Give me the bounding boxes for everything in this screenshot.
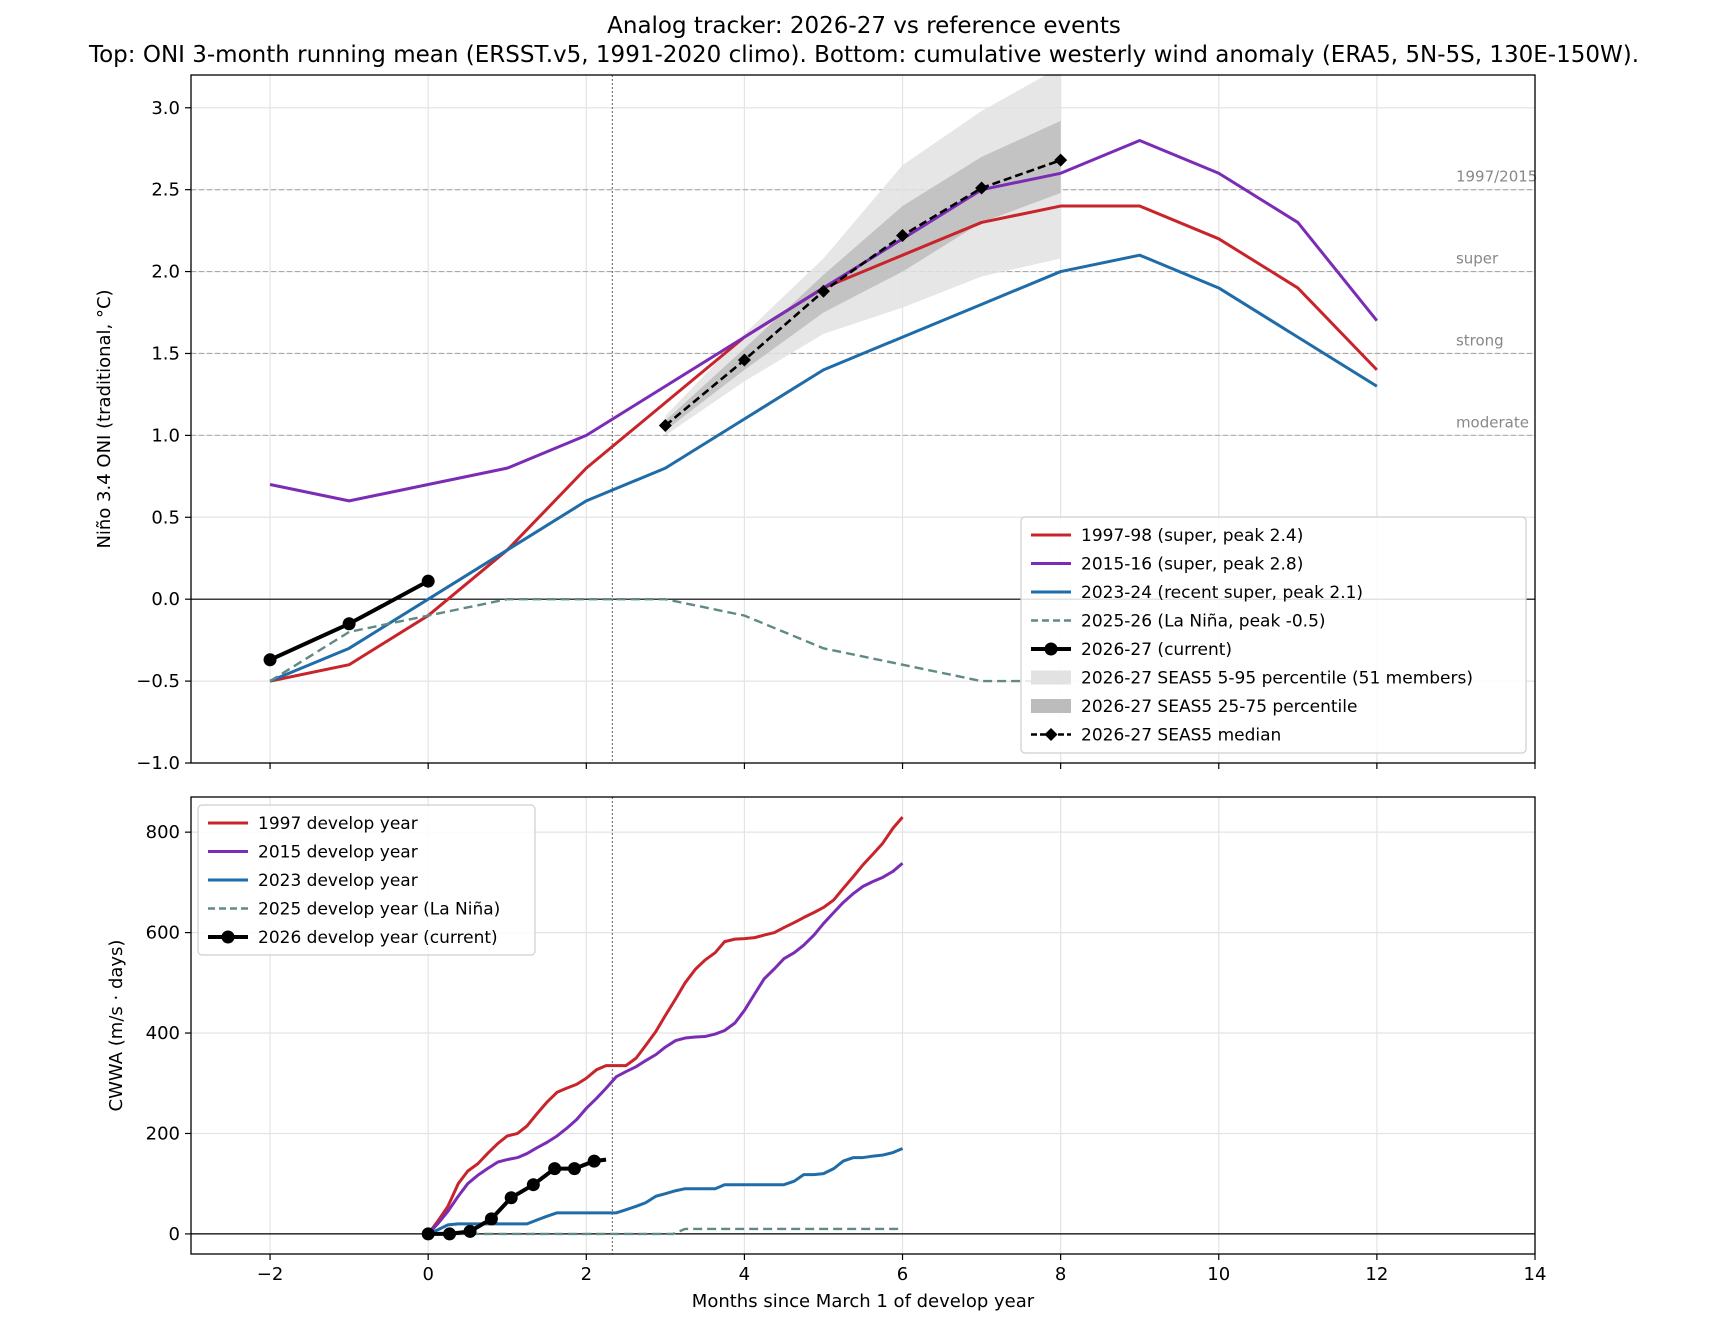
series-point-2026-develop-year-current <box>548 1162 562 1176</box>
threshold-label-1997-2015: 1997/2015 <box>1456 168 1537 186</box>
legend-label-1997-develop-year: 1997 develop year <box>258 814 418 834</box>
cwwa-xtick-label: 12 <box>1365 1264 1388 1285</box>
series-point-2026-27-current <box>342 617 356 631</box>
threshold-label-strong: strong <box>1456 331 1504 349</box>
cwwa-xtick-label: 8 <box>1055 1264 1066 1285</box>
cwwa-xtick-label: 0 <box>422 1264 433 1285</box>
oni-ytick-label: 2.0 <box>151 262 180 283</box>
cwwa-xtick-label: 6 <box>897 1264 908 1285</box>
cwwa-xtick-label: 10 <box>1207 1264 1230 1285</box>
series-line-2023-develop-year <box>427 1147 904 1236</box>
series-line-2025-26-la-ni-a-peak-0-5 <box>269 597 1061 683</box>
series-point-2026-27-current <box>263 653 277 667</box>
cwwa-xtick-label: 2 <box>581 1264 592 1285</box>
series-line-2025-develop-year-la-ni-a <box>428 1227 903 1236</box>
cwwa-ytick-label: 400 <box>146 1023 180 1044</box>
legend-swatch-2026-27-seas5-25-75-percentile <box>1031 699 1071 713</box>
cwwa-xtick-label: −2 <box>257 1264 284 1285</box>
seas5-median-point <box>896 229 910 243</box>
seas5-median-line <box>664 158 1062 427</box>
legend-label-2025-26-la-ni-a-peak-0-5: 2025-26 (La Niña, peak -0.5) <box>1081 612 1326 632</box>
seas5-median-point <box>975 181 989 195</box>
cwwa-ytick-label: 200 <box>146 1123 180 1144</box>
cwwa-panel: −2 0 2 4 6 8 10 12 14 0 200 400 600 800 CWWA (m/s · da… <box>106 796 1547 1312</box>
cwwa-ylabel: CWWA (m/s · days) <box>106 940 127 1112</box>
oni-ytick-label: −1.0 <box>136 753 180 774</box>
oni-panel: moderate strong super 1997/2015 −1.0 −0.5 0.0 0… <box>94 74 1537 774</box>
cwwa-ytick-label: 0 <box>169 1224 180 1245</box>
oni-ytick-label: 0.0 <box>151 589 180 610</box>
oni-ylabel: Niño 3.4 ONI (traditional, °C) <box>94 289 115 548</box>
seas5-median-point <box>737 353 751 367</box>
cwwa-xtick-label: 14 <box>1524 1264 1547 1285</box>
oni-ytick-label: 2.5 <box>151 180 180 201</box>
oni-ytick-label: −0.5 <box>136 671 180 692</box>
legend-label-2026-develop-year-current: 2026 develop year (current) <box>258 928 498 948</box>
legend-label-1997-98-super-peak-2-4: 1997-98 (super, peak 2.4) <box>1081 526 1303 546</box>
legend-label-2023-24-recent-super-peak-2-1: 2023-24 (recent super, peak 2.1) <box>1081 583 1363 603</box>
series-point-2026-develop-year-current <box>587 1154 601 1168</box>
cwwa-xtick-label: 4 <box>739 1264 750 1285</box>
oni-ytick-label: 0.5 <box>151 507 180 528</box>
oni-axes-frame <box>190 74 1536 764</box>
series-point-2026-develop-year-current <box>421 1227 435 1241</box>
threshold-label-super: super <box>1456 250 1499 268</box>
legend-label-2015-develop-year: 2015 develop year <box>258 843 418 863</box>
series-line-2015-develop-year <box>427 862 904 1235</box>
figure-subtitle: Top: ONI 3-month running mean (ERSST.v5,… <box>88 42 1639 68</box>
legend-label-2026-27-seas5-median: 2026-27 SEAS5 median <box>1081 726 1281 746</box>
seas5-band-25-75 <box>665 120 1061 431</box>
seas5-median-point <box>658 419 672 433</box>
series-point-2026-27-current <box>421 574 435 588</box>
legend-label-2026-27-seas5-5-95-percentile-51-members: 2026-27 SEAS5 5-95 percentile (51 member… <box>1081 669 1473 689</box>
oni-ytick-label: 1.0 <box>151 425 180 446</box>
seas5-median-point <box>1054 153 1068 167</box>
figure-title: Analog tracker: 2026-27 vs reference eve… <box>607 13 1121 39</box>
legend-label-2025-develop-year-la-ni-a: 2025 develop year (La Niña) <box>258 900 500 920</box>
oni-ytick-label: 1.5 <box>151 343 180 364</box>
cwwa-legend <box>197 804 536 956</box>
cwwa-xlabel: Months since March 1 of develop year <box>692 1291 1035 1312</box>
cwwa-axes-frame <box>190 796 1536 1255</box>
legend-marker-2026-develop-year-current <box>221 930 235 944</box>
legend-label-2023-develop-year: 2023 develop year <box>258 871 418 891</box>
oni-ytick-label: 3.0 <box>151 98 180 119</box>
seas5-median-point <box>816 284 830 298</box>
series-line-1997-develop-year <box>426 816 904 1235</box>
series-point-2026-develop-year-current <box>463 1224 477 1238</box>
cwwa-ytick-label: 800 <box>146 822 180 843</box>
series-line-2026-develop-year-current <box>428 1157 607 1236</box>
legend-marker-2026-27-current <box>1044 642 1058 656</box>
series-point-2026-develop-year-current <box>504 1191 518 1205</box>
series-line-2023-24-recent-super-peak-2-1 <box>269 253 1378 683</box>
series-point-2026-develop-year-current <box>526 1178 540 1192</box>
legend-swatch-2026-27-seas5-5-95-percentile-51-members <box>1031 670 1071 685</box>
legend-label-2015-16-super-peak-2-8: 2015-16 (super, peak 2.8) <box>1081 555 1303 575</box>
threshold-label-moderate: moderate <box>1456 413 1529 431</box>
legend-label-2026-27-seas5-25-75-percentile: 2026-27 SEAS5 25-75 percentile <box>1081 697 1357 717</box>
legend-label-2026-27-current: 2026-27 (current) <box>1081 640 1232 660</box>
series-point-2026-develop-year-current <box>567 1162 581 1176</box>
cwwa-ytick-label: 600 <box>146 923 180 944</box>
oni-legend <box>1020 516 1527 754</box>
series-point-2026-develop-year-current <box>484 1212 498 1226</box>
series-point-2026-develop-year-current <box>443 1227 457 1241</box>
legend-marker-2026-27-seas5-median <box>1044 728 1058 741</box>
